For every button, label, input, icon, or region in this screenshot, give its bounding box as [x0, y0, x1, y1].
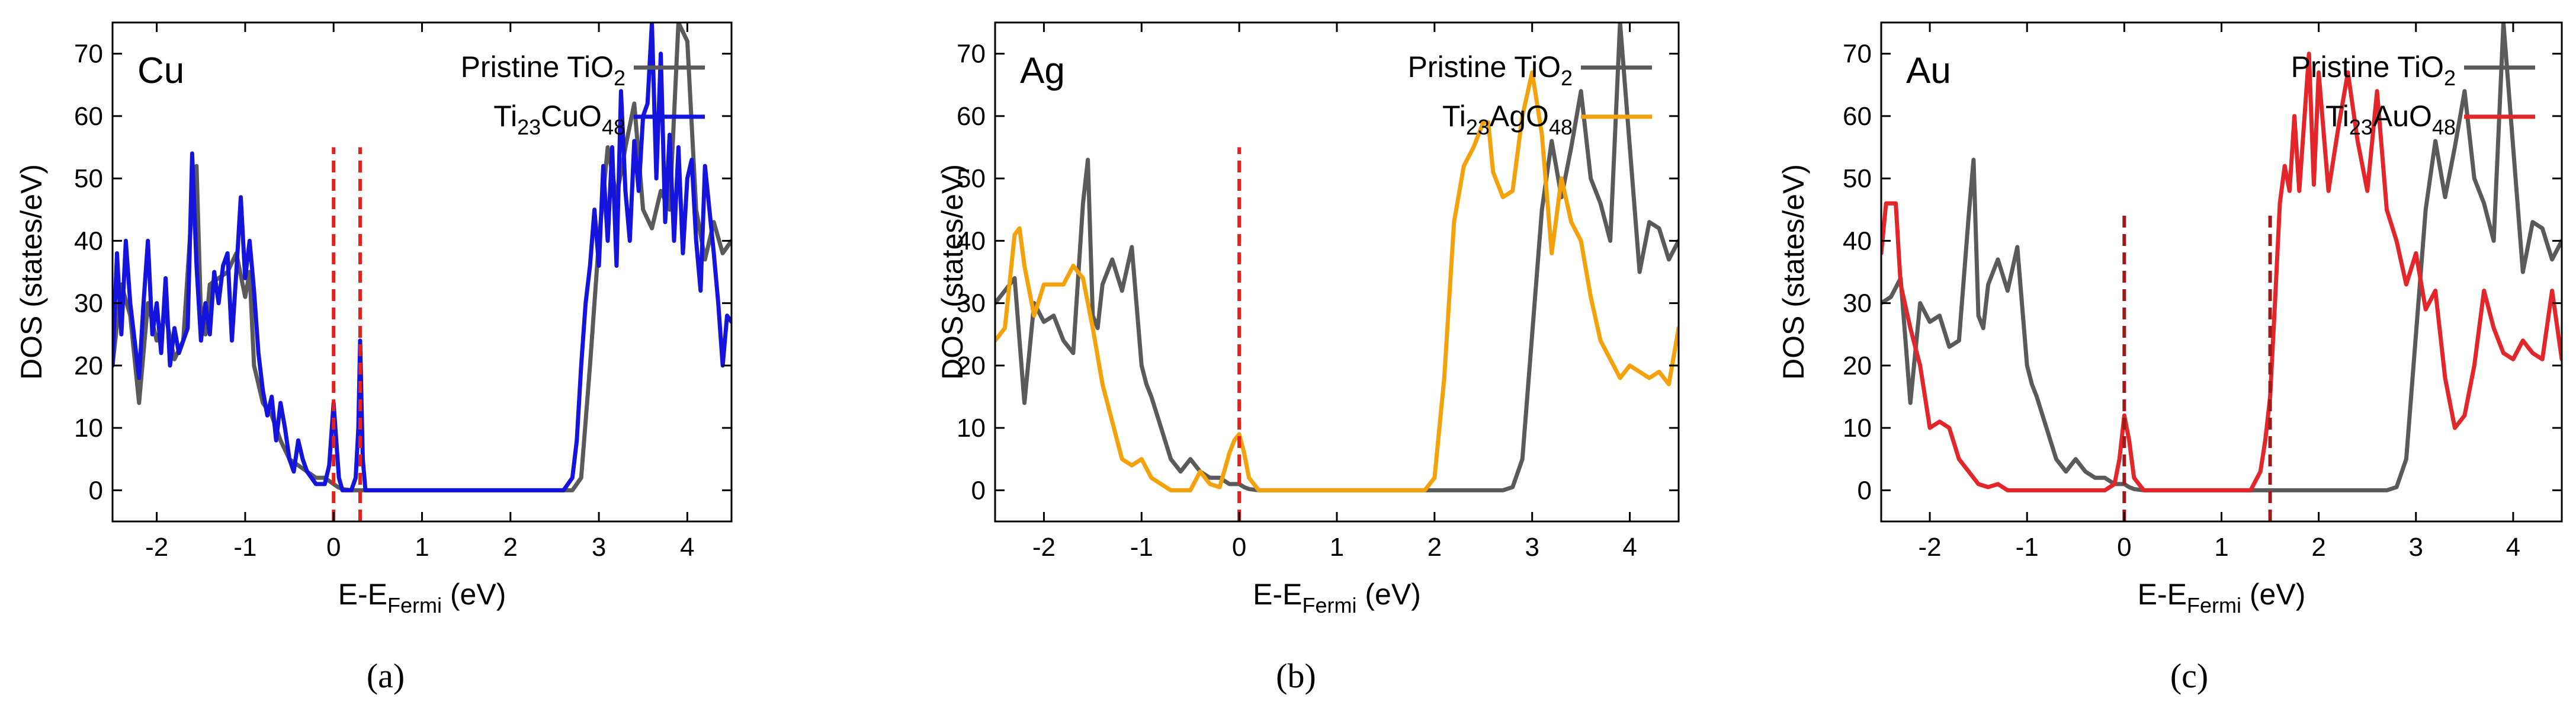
y-tick-label: 50 — [957, 164, 986, 193]
x-axis-title: E-EFermi (eV) — [2138, 578, 2306, 617]
panel-label-b: Ag — [1020, 50, 1065, 91]
x-tick-label: -2 — [1919, 533, 1942, 562]
caption-c: (c) — [2170, 657, 2208, 695]
x-tick-label: 1 — [1330, 533, 1344, 562]
y-tick-label: 20 — [1843, 351, 1872, 380]
y-tick-label: 0 — [89, 476, 103, 505]
y-tick-label: 50 — [1843, 164, 1872, 193]
y-tick-label: 30 — [957, 289, 986, 318]
caption-a: (a) — [367, 657, 405, 695]
x-tick-label: 3 — [2409, 533, 2423, 562]
x-tick-label: 0 — [326, 533, 341, 562]
y-tick-label: 60 — [74, 102, 103, 131]
x-tick-label: -1 — [1130, 533, 1153, 562]
plot-frame — [111, 21, 733, 523]
y-tick-label: 30 — [1843, 289, 1872, 318]
panel-label-a: Cu — [137, 50, 184, 91]
y-axis-title: DOS (states/eV) — [1777, 164, 1810, 380]
x-tick-label: 0 — [1232, 533, 1246, 562]
y-tick-label: 60 — [1843, 102, 1872, 131]
y-tick-label: 10 — [74, 414, 103, 443]
series-line-doped — [1881, 52, 2562, 492]
series-line-pristine — [995, 23, 1679, 492]
y-axis-title: DOS (states/eV) — [936, 164, 969, 380]
panel-label-c: Au — [1906, 50, 1951, 91]
legend-entry-pristine: Pristine TiO2 — [2291, 50, 2456, 90]
series-line-doped — [995, 70, 1679, 492]
x-tick-label: -2 — [1032, 533, 1056, 562]
x-tick-label: 3 — [1525, 533, 1539, 562]
x-tick-label: 2 — [503, 533, 518, 562]
x-tick-label: 1 — [2214, 533, 2228, 562]
legend-entry-doped: Ti23CuO48 — [493, 100, 625, 139]
x-axis-title: E-EFermi (eV) — [1253, 578, 1421, 617]
y-tick-label: 40 — [957, 226, 986, 255]
y-tick-label: 10 — [957, 414, 986, 443]
x-tick-label: 4 — [2506, 533, 2520, 562]
caption-b: (b) — [1276, 657, 1316, 695]
y-tick-label: 0 — [971, 476, 986, 505]
legend-entry-pristine: Pristine TiO2 — [461, 50, 625, 90]
y-axis-title: DOS (states/eV) — [15, 164, 48, 380]
x-tick-label: 2 — [1427, 533, 1442, 562]
x-tick-label: 4 — [680, 533, 694, 562]
plot-frame — [994, 21, 1680, 523]
y-tick-label: 20 — [74, 351, 103, 380]
y-tick-label: 60 — [957, 102, 986, 131]
y-tick-label: 70 — [1843, 40, 1872, 69]
y-tick-label: 30 — [74, 289, 103, 318]
legend-entry-doped: Ti23AuO48 — [2325, 100, 2456, 139]
y-tick-label: 70 — [957, 40, 986, 69]
y-tick-label: 50 — [74, 164, 103, 193]
plot-frame — [1880, 21, 2563, 523]
legend-entry-pristine: Pristine TiO2 — [1408, 50, 1573, 90]
x-tick-label: -1 — [2016, 533, 2039, 562]
x-axis-title: E-EFermi (eV) — [338, 578, 506, 617]
y-tick-label: 40 — [74, 226, 103, 255]
x-tick-label: 1 — [415, 533, 429, 562]
y-tick-label: 10 — [1843, 414, 1872, 443]
y-tick-label: 40 — [1843, 226, 1872, 255]
series-line-pristine — [1881, 23, 2562, 492]
y-tick-label: 70 — [74, 40, 103, 69]
y-tick-label: 20 — [957, 351, 986, 380]
series-line-pristine — [113, 23, 732, 492]
y-tick-label: 0 — [1858, 476, 1872, 505]
series-line-doped — [113, 23, 732, 492]
x-tick-label: 2 — [2311, 533, 2325, 562]
legend-entry-doped: Ti23AgO48 — [1442, 100, 1573, 139]
x-tick-label: 4 — [1622, 533, 1637, 562]
x-tick-label: 0 — [2117, 533, 2131, 562]
x-tick-label: -1 — [233, 533, 256, 562]
x-tick-label: 3 — [592, 533, 606, 562]
x-tick-label: -2 — [145, 533, 168, 562]
